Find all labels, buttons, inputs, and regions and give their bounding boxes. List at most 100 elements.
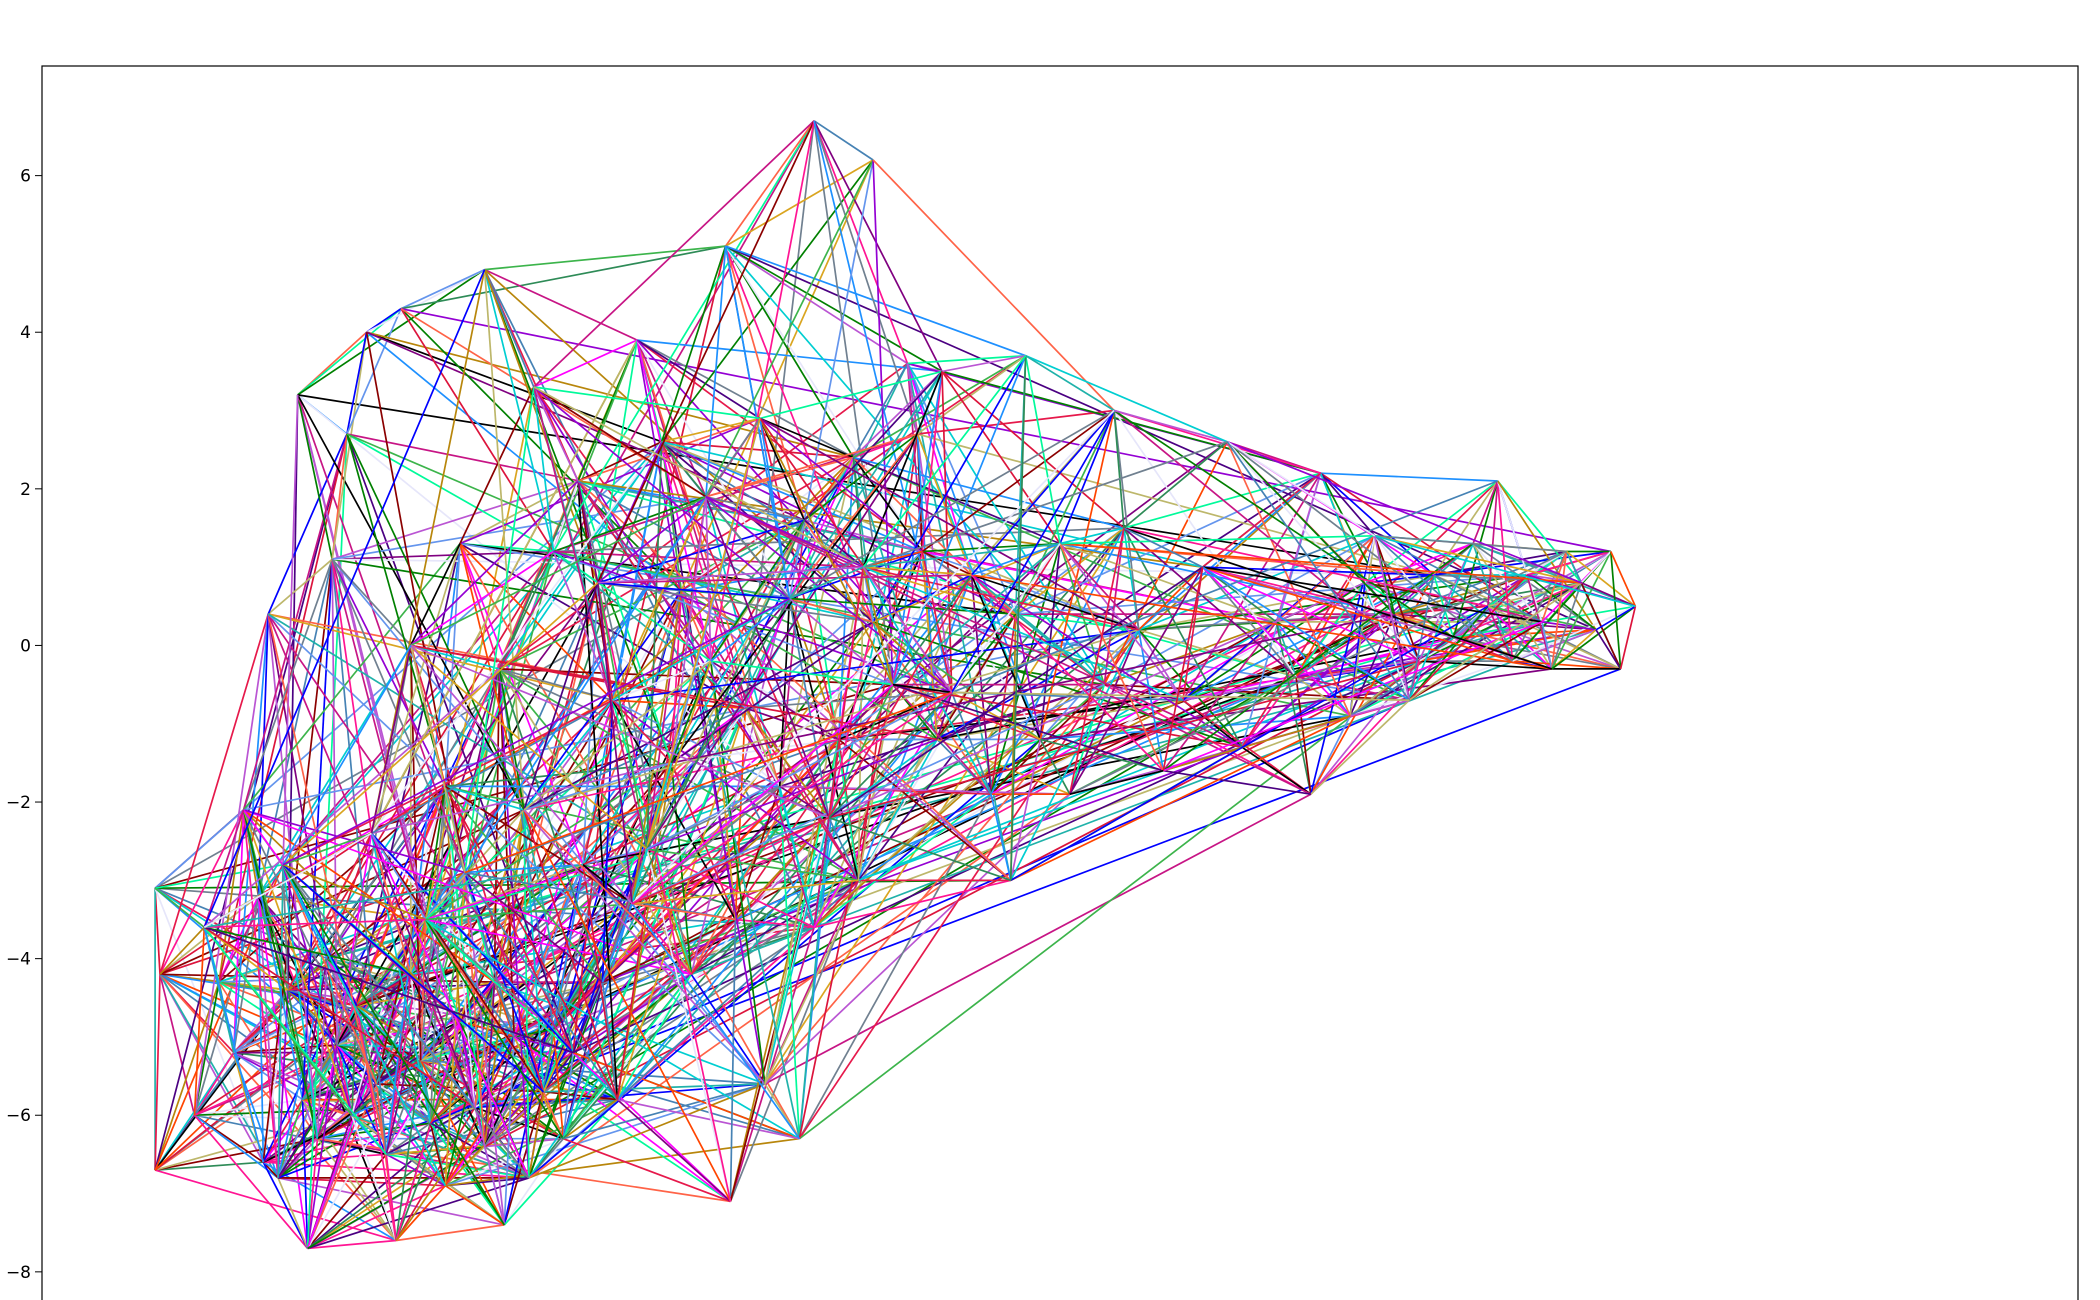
edge-line (612, 597, 790, 701)
edge-line (429, 1122, 447, 1186)
edge-line (410, 543, 461, 646)
edge-line (804, 519, 923, 553)
edge-line (852, 363, 909, 458)
edge-line (1182, 582, 1366, 701)
edge-line (154, 887, 328, 960)
edge-line (499, 519, 805, 670)
edge-line (729, 919, 737, 1202)
edge-line (523, 707, 746, 811)
edge-line (1295, 676, 1351, 717)
edge-line (154, 974, 161, 1171)
edge-line (370, 543, 461, 834)
edge-line (444, 1036, 515, 1187)
edge-line (789, 409, 1115, 600)
edge-line (1295, 613, 1395, 678)
edge-line (764, 817, 830, 1085)
edge-line (350, 1005, 358, 1116)
edge-line (1202, 566, 1543, 623)
edge-line (533, 386, 761, 420)
edge-line (370, 832, 545, 1093)
edge-line (1580, 550, 1612, 584)
edge-line (523, 621, 874, 811)
edge-line (242, 809, 279, 1178)
edge-line (159, 613, 270, 975)
edge-line (863, 566, 1016, 615)
edge-line (563, 1137, 731, 1203)
edge-line (789, 550, 923, 600)
edge-line (951, 691, 1410, 702)
edge-line (725, 159, 874, 247)
edge-line (282, 597, 790, 866)
edge-line (788, 370, 943, 599)
edge-line (370, 833, 476, 1108)
edge-line (828, 574, 973, 819)
edge-line (483, 738, 840, 1148)
edge-line (1295, 582, 1366, 678)
edge-line (596, 339, 638, 583)
edge-line (257, 550, 555, 897)
edge-line (370, 833, 412, 975)
edge-line (735, 918, 815, 929)
edge-line (445, 785, 525, 811)
edge-line (636, 339, 815, 928)
edge-line (351, 1114, 505, 1226)
edge-line (631, 848, 648, 905)
edge-line (370, 833, 530, 1179)
edge-line (424, 386, 535, 920)
edge-line (690, 973, 766, 1085)
edge-line (498, 668, 604, 983)
edge-line (1472, 480, 1499, 544)
edge-line (872, 159, 894, 685)
edge-line (744, 707, 830, 819)
edge-line (307, 1177, 530, 1250)
edge-line (419, 919, 427, 1061)
edge-line (282, 582, 599, 866)
edge-line (316, 958, 329, 1139)
edge-line (1113, 410, 1125, 529)
edge-line (1487, 605, 1514, 662)
edge-line (331, 480, 579, 561)
edge-line (366, 268, 485, 333)
edge-line (813, 793, 992, 928)
edge-line (533, 386, 864, 568)
edge-line (1374, 534, 1567, 553)
edge-line (523, 809, 574, 1053)
edge-line (444, 1137, 564, 1187)
edge-line (400, 307, 1611, 553)
edge-line (159, 895, 259, 975)
edge-line (1541, 621, 1597, 631)
edge-line (705, 496, 712, 662)
edge-line (301, 1099, 309, 1249)
edge-line (410, 644, 633, 905)
edge-line (616, 1098, 732, 1203)
edge-line (410, 644, 830, 819)
edge-line (779, 785, 830, 819)
edge-line (267, 613, 329, 959)
edge-line (1226, 441, 1410, 701)
edge-line (1619, 606, 1637, 670)
edge-line (316, 1044, 338, 1139)
edge-line (709, 120, 815, 662)
edge-line (242, 543, 461, 811)
edge-line (596, 120, 815, 584)
edge-line (596, 582, 648, 850)
edge-line (857, 574, 973, 881)
edge-line (385, 1154, 397, 1241)
edge-line (371, 762, 672, 835)
edge-line (287, 441, 663, 991)
edge-line (528, 738, 1041, 1179)
edge-line (306, 1083, 378, 1249)
edge-line (602, 879, 859, 983)
edge-line (1113, 410, 1140, 630)
edge-line (532, 386, 555, 552)
edge-line (941, 354, 1026, 373)
edge-line (803, 433, 918, 521)
edge-line (1551, 551, 1612, 670)
y-axis: −8 −6 −4 −2 0 2 4 6 (6, 167, 42, 1283)
edge-line (1550, 551, 1568, 670)
edge-line (493, 864, 584, 983)
edge-line (154, 863, 284, 890)
edge-line (370, 645, 412, 834)
edge-line (464, 872, 515, 1038)
edge-line (705, 496, 791, 600)
